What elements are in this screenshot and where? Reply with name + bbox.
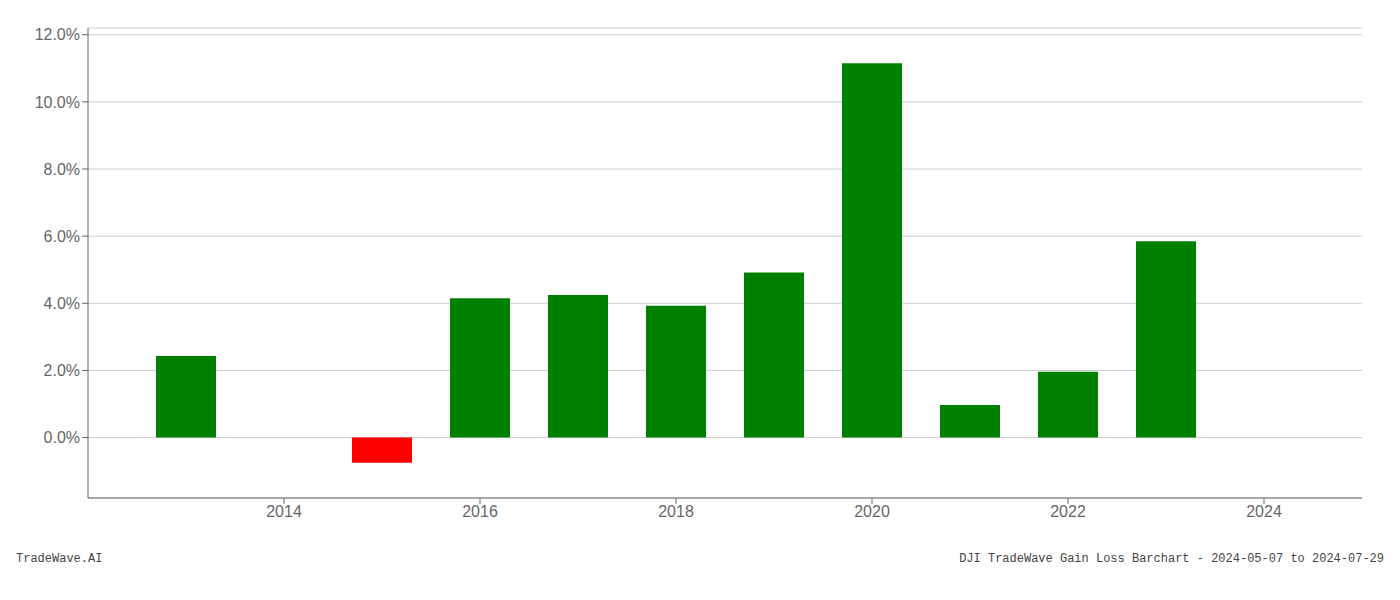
svg-text:4.0%: 4.0% (44, 295, 80, 312)
svg-text:10.0%: 10.0% (35, 94, 80, 111)
svg-text:6.0%: 6.0% (44, 228, 80, 245)
svg-text:2016: 2016 (462, 503, 498, 520)
svg-text:8.0%: 8.0% (44, 161, 80, 178)
svg-text:12.0%: 12.0% (35, 26, 80, 43)
svg-text:2024: 2024 (1246, 503, 1282, 520)
svg-text:2020: 2020 (854, 503, 890, 520)
svg-text:2.0%: 2.0% (44, 362, 80, 379)
svg-text:2022: 2022 (1050, 503, 1086, 520)
html-text:DJI TradeWave Gain Loss Barcha: DJI TradeWave Gain Loss Barchart - 2024-… (959, 552, 1384, 566)
svg-text:0.0%: 0.0% (44, 429, 80, 446)
svg-text:2014: 2014 (266, 503, 302, 520)
html-text:TradeWave.AI: TradeWave.AI (16, 552, 103, 566)
svg-text:2018: 2018 (658, 503, 694, 520)
